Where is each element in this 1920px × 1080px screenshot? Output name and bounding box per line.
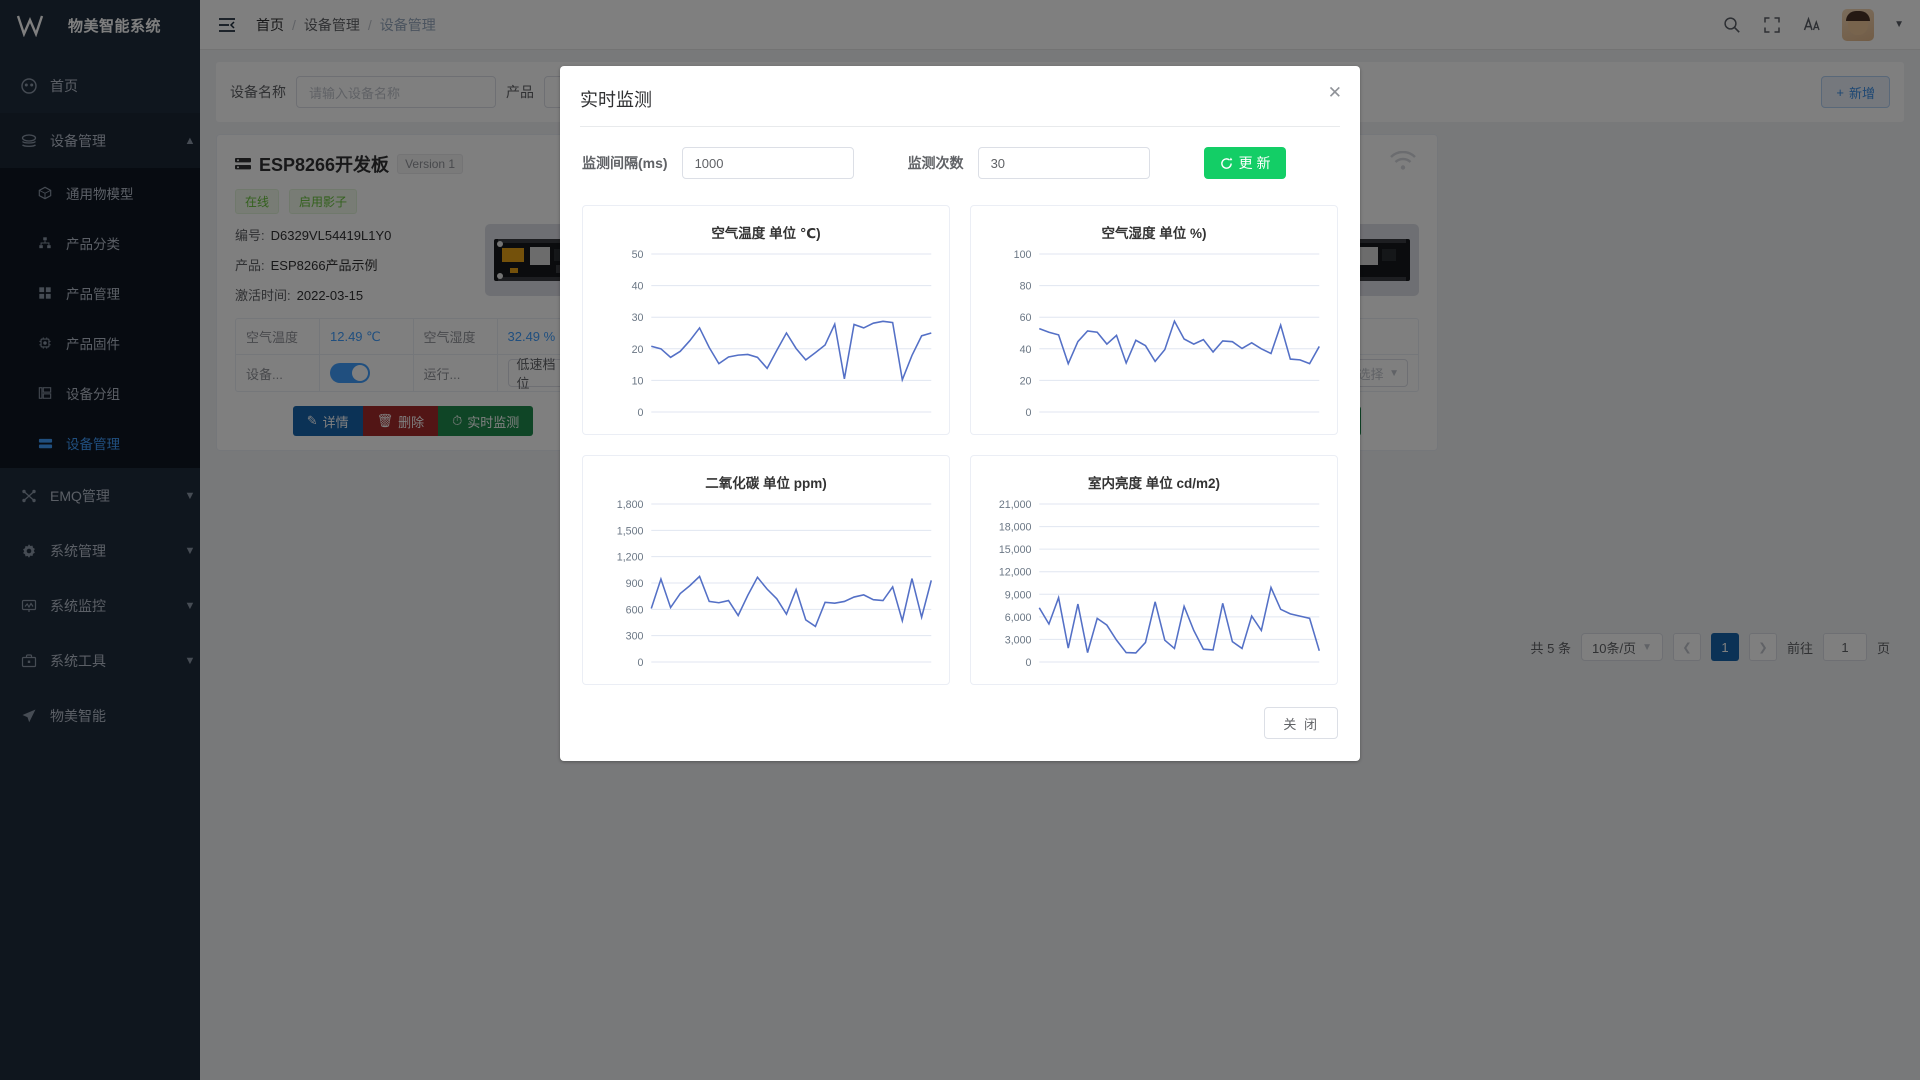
svg-text:12,000: 12,000 [999,567,1032,579]
interval-label: 监测间隔(ms) [582,155,668,171]
svg-text:30: 30 [632,312,644,324]
svg-text:21,000: 21,000 [999,499,1032,511]
chart-title: 室内亮度 单位 cd/m2) [1087,476,1220,491]
svg-text:1,200: 1,200 [617,552,644,564]
svg-text:0: 0 [1026,407,1032,419]
svg-text:900: 900 [626,578,644,590]
chart-card-humidity: 空气湿度 单位 %) 0 20 40 60 80 100 [970,205,1338,435]
svg-text:20: 20 [632,344,644,356]
humidity-line-chart: 0 20 40 60 80 100 [1014,249,1320,419]
svg-text:9,000: 9,000 [1005,589,1032,601]
interval-input[interactable]: 1000 [681,147,854,179]
svg-text:10: 10 [632,375,644,387]
dialog-divider [580,126,1340,127]
close-icon[interactable]: ✕ [1327,83,1342,102]
count-input[interactable]: 30 [977,147,1150,179]
temperature-line-chart: 0 10 20 30 40 50 [632,249,932,419]
dialog-title: 实时监测 [580,90,652,110]
svg-text:3,000: 3,000 [1005,634,1032,646]
svg-text:50: 50 [632,249,644,261]
co2-line-chart: 0 300 600 900 1,200 1,500 1,800 [617,499,933,669]
count-label: 监测次数 [907,155,964,171]
chart-grid: 空气温度 单位 ℃) 0 10 20 30 40 50 空气湿度 单位 %) 0 20 40 6… [560,183,1360,685]
svg-text:40: 40 [1020,344,1032,356]
svg-text:0: 0 [1026,657,1032,669]
refresh-icon [1220,157,1232,169]
svg-text:6,000: 6,000 [1005,612,1032,624]
monitor-controls: 监测间隔(ms) 1000 监测次数 30 更 新 [582,147,1338,179]
chart-title: 空气温度 单位 ℃) [711,226,821,241]
svg-text:60: 60 [1020,312,1032,324]
svg-text:300: 300 [626,631,644,643]
dialog-body: 监测间隔(ms) 1000 监测次数 30 更 新 [560,127,1360,183]
dialog-footer: 关 闭 [560,685,1360,761]
svg-text:0: 0 [638,407,644,419]
chart-card-temperature: 空气温度 单位 ℃) 0 10 20 30 40 50 [582,205,950,435]
update-button-label: 更 新 [1238,155,1271,171]
svg-text:100: 100 [1014,249,1032,261]
svg-text:15,000: 15,000 [999,544,1032,556]
brightness-line-chart: 0 3,000 6,000 9,000 12,000 15,000 18,000 21,000 [999,499,1321,669]
svg-text:0: 0 [638,657,644,669]
svg-text:40: 40 [632,280,644,292]
svg-text:1,500: 1,500 [617,525,644,537]
dialog-header: 实时监测 ✕ [560,66,1360,126]
update-button[interactable]: 更 新 [1203,147,1287,179]
dialog-close-button[interactable]: 关 闭 [1264,707,1338,739]
svg-text:18,000: 18,000 [999,521,1032,533]
svg-text:600: 600 [626,604,644,616]
chart-card-co2: 二氧化碳 单位 ppm) 0 300 600 900 1,200 1,500 1,800 [582,455,950,685]
svg-text:20: 20 [1020,375,1032,387]
chart-title: 二氧化碳 单位 ppm) [705,476,827,491]
svg-text:80: 80 [1020,280,1032,292]
chart-card-brightness: 室内亮度 单位 cd/m2) 0 3,000 6,000 9,000 12,000 15,… [970,455,1338,685]
realtime-monitor-dialog: 实时监测 ✕ 监测间隔(ms) 1000 监测次数 30 更 新 空气温度 单位… [560,66,1360,761]
chart-title: 空气湿度 单位 %) [1101,226,1207,241]
svg-text:1,800: 1,800 [617,499,644,511]
